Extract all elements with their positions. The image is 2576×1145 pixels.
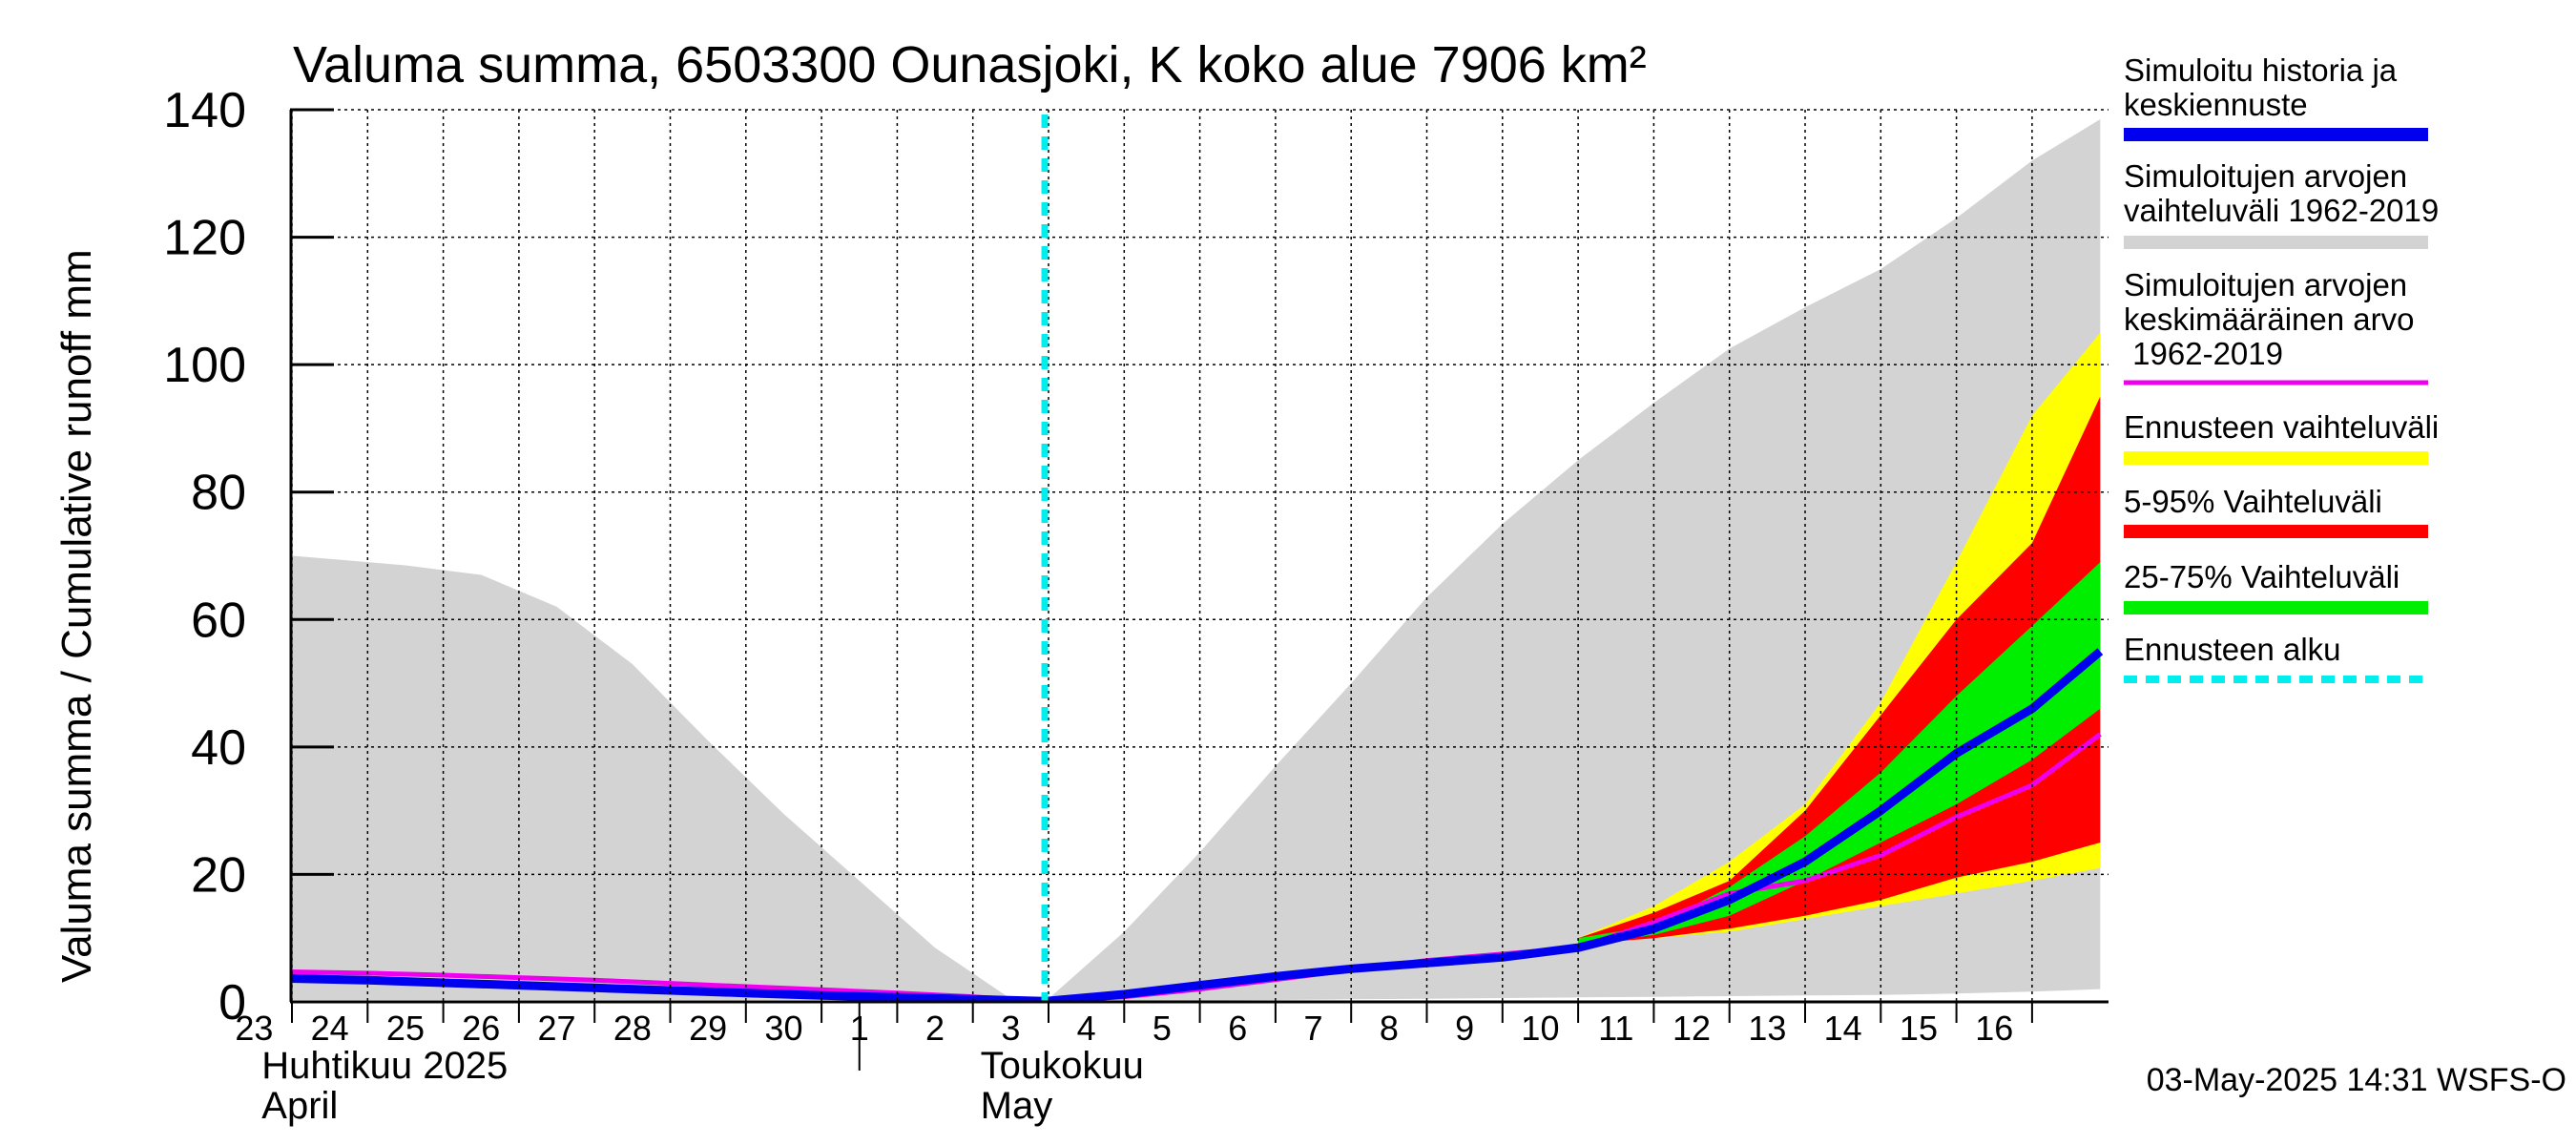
y-tick-label-0: 0 bbox=[218, 975, 246, 1030]
band-3 bbox=[1578, 562, 2101, 945]
legend-label-3: Ennusteen vaihteluväli bbox=[2124, 409, 2439, 445]
x-tick-label-16: 9 bbox=[1455, 1009, 1474, 1048]
legend: Simuloitu historia ja keskiennuste Simuloi… bbox=[2124, 52, 2439, 683]
legend-item-4: 5-95% Vaihteluväli bbox=[2124, 484, 2428, 538]
legend-label-0: Simuloitu historia ja keskiennuste bbox=[2124, 52, 2398, 122]
x-tick-label-4: 27 bbox=[538, 1009, 576, 1048]
x-tick-label-11: 4 bbox=[1077, 1009, 1096, 1048]
x-tick-label-7: 30 bbox=[764, 1009, 802, 1048]
y-tick-label-7: 140 bbox=[163, 83, 246, 138]
x-tick-label-6: 29 bbox=[689, 1009, 727, 1048]
legend-label-5: 25-75% Vaihteluväli bbox=[2124, 559, 2399, 594]
x-tick-label-23: 16 bbox=[1975, 1009, 2013, 1048]
x-tick-label-22: 15 bbox=[1900, 1009, 1938, 1048]
x-tick-label-5: 28 bbox=[613, 1009, 652, 1048]
x-tick-label-20: 13 bbox=[1748, 1009, 1786, 1048]
x-tick-label-18: 11 bbox=[1598, 1009, 1633, 1048]
x-tick-label-14: 7 bbox=[1304, 1009, 1323, 1048]
legend-label-4: 5-95% Vaihteluväli bbox=[2124, 484, 2382, 519]
y-axis-label: Valuma summa / Cumulative runoff mm bbox=[53, 249, 100, 983]
timestamp: 03-May-2025 14:31 WSFS-O bbox=[2147, 1062, 2566, 1098]
y-tick-label-4: 80 bbox=[191, 466, 246, 521]
plot-series bbox=[291, 119, 2104, 1002]
x-tick-label-17: 10 bbox=[1521, 1009, 1559, 1048]
x-tick-label-10: 3 bbox=[1001, 1009, 1020, 1048]
y-tick-label-5: 100 bbox=[163, 338, 246, 393]
legend-label-6: Ennusteen alku bbox=[2124, 632, 2341, 667]
month-label-en-1: May bbox=[981, 1085, 1053, 1127]
y-tick-label-1: 20 bbox=[191, 847, 246, 903]
legend-item-2: Simuloitujen arvojen keskimääräinen arvo … bbox=[2124, 267, 2428, 385]
x-tick-label-13: 6 bbox=[1228, 1009, 1247, 1048]
month-label-fi-1: Toukokuu bbox=[981, 1045, 1144, 1087]
x-tick-label-19: 12 bbox=[1672, 1009, 1711, 1048]
legend-label-2: Simuloitujen arvojen keskimääräinen arvo … bbox=[2124, 267, 2414, 371]
x-tick-label-2: 25 bbox=[386, 1009, 425, 1048]
x-tick-label-12: 5 bbox=[1153, 1009, 1172, 1048]
legend-label-1: Simuloitujen arvojen vaihteluväli 1962-20… bbox=[2124, 158, 2439, 228]
legend-item-5: 25-75% Vaihteluväli bbox=[2124, 559, 2428, 614]
x-tick-label-9: 2 bbox=[925, 1009, 945, 1048]
x-tick-label-3: 26 bbox=[462, 1009, 500, 1048]
legend-item-0: Simuloitu historia ja keskiennuste bbox=[2124, 52, 2428, 141]
y-tick-label-6: 120 bbox=[163, 211, 246, 266]
chart-title: Valuma summa, 6503300 Ounasjoki, K koko … bbox=[293, 36, 1647, 94]
x-tick-label-21: 14 bbox=[1824, 1009, 1862, 1048]
y-tick-label-2: 40 bbox=[191, 720, 246, 776]
month-label-en-0: April bbox=[261, 1085, 338, 1127]
band-2 bbox=[1578, 396, 2101, 945]
month-label-fi-0: Huhtikuu 2025 bbox=[261, 1045, 508, 1087]
x-tick-label-15: 8 bbox=[1380, 1009, 1399, 1048]
legend-item-1: Simuloitujen arvojen vaihteluväli 1962-20… bbox=[2124, 158, 2439, 249]
y-tick-label-3: 60 bbox=[191, 593, 246, 648]
x-tick-label-0: 23 bbox=[235, 1009, 273, 1048]
x-tick-label-1: 24 bbox=[311, 1009, 349, 1048]
band-0 bbox=[291, 119, 2101, 1002]
legend-item-3: Ennusteen vaihteluväli bbox=[2124, 409, 2439, 465]
grid bbox=[291, 109, 2109, 1002]
legend-item-6: Ennusteen alku bbox=[2124, 632, 2428, 683]
